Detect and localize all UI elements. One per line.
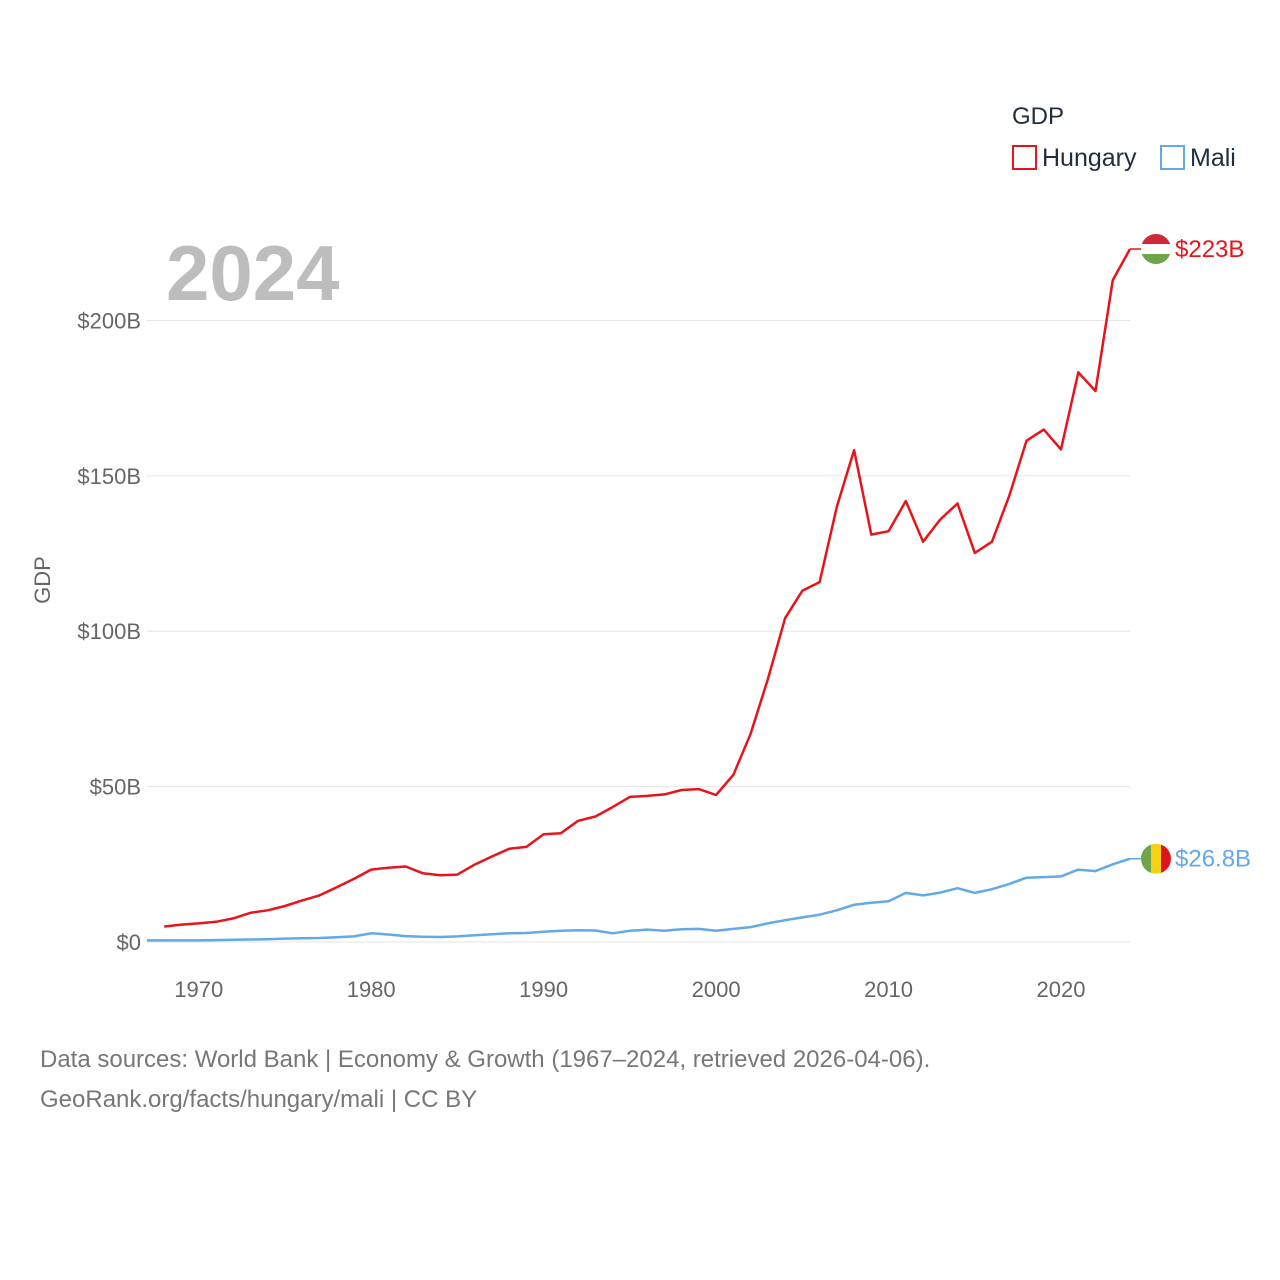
y-tick-label: $100B xyxy=(77,619,141,644)
series-line-hungary[interactable] xyxy=(164,248,1132,928)
end-value-label-mali: $26.8B xyxy=(1175,846,1251,873)
y-axis-title: GDP xyxy=(30,556,55,604)
legend-label-hungary: Hungary xyxy=(1042,144,1137,172)
footer: Data sources: World Bank | Economy & Gro… xyxy=(40,1040,930,1120)
legend-swatch-mali xyxy=(1160,145,1185,170)
footer-attribution[interactable]: GeoRank.org/facts/hungary/mali | CC BY xyxy=(40,1086,478,1113)
y-tick-label: $200B xyxy=(77,308,141,333)
x-tick-label: 1980 xyxy=(347,977,396,1002)
x-axis-ticks: 1970 1980 1990 2000 2010 2020 xyxy=(174,977,1085,1002)
mali-flag-icon xyxy=(1141,843,1171,874)
gridlines xyxy=(147,319,1130,943)
legend-label-mali: Mali xyxy=(1190,144,1236,172)
legend-title: GDP xyxy=(1012,103,1064,130)
gdp-line-chart: $0 $50B $100B $150B $200B 1970 1980 1990 2000 20… xyxy=(30,103,1251,1002)
legend-item-hungary[interactable]: Hungary xyxy=(1012,144,1137,172)
legend-item-mali[interactable]: Mali xyxy=(1160,144,1236,172)
series-lines xyxy=(147,248,1132,942)
series-end-labels: $223B $26.8B xyxy=(1130,234,1251,874)
x-tick-label: 1970 xyxy=(174,977,223,1002)
hungary-flag-icon xyxy=(1141,234,1171,264)
y-axis-ticks: $0 $50B $100B $150B $200B xyxy=(77,308,141,955)
x-tick-label: 1990 xyxy=(519,977,568,1002)
y-tick-label: $50B xyxy=(90,775,141,800)
end-value-label-hungary: $223B xyxy=(1175,236,1244,263)
series-line-mali[interactable] xyxy=(147,857,1131,942)
x-tick-label: 2000 xyxy=(692,977,741,1002)
current-year-label: 2024 xyxy=(166,229,340,317)
legend-swatch-hungary xyxy=(1012,145,1037,170)
y-tick-label: $150B xyxy=(77,464,141,489)
legend: GDP Hungary Mali xyxy=(1012,103,1236,172)
x-tick-label: 2010 xyxy=(864,977,913,1002)
x-tick-label: 2020 xyxy=(1037,977,1086,1002)
footer-sources: Data sources: World Bank | Economy & Gro… xyxy=(40,1046,931,1073)
y-tick-label: $0 xyxy=(117,930,141,955)
